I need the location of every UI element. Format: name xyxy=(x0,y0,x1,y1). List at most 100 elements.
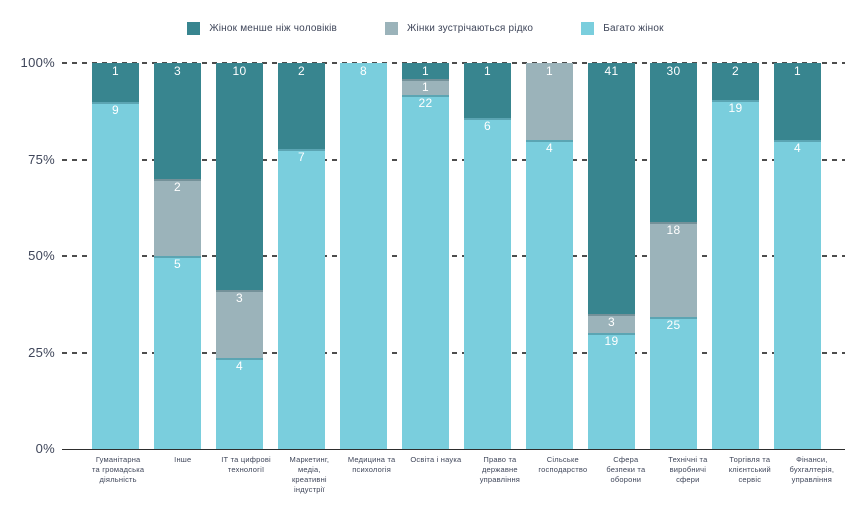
segment-value-label: 5 xyxy=(174,256,181,271)
x-axis-label-text: Сільське господарство xyxy=(538,455,588,475)
bar-segment: 3 xyxy=(588,314,635,333)
bar-segment: 10 xyxy=(216,63,263,291)
bar-segment: 6 xyxy=(464,118,511,449)
bar-segment: 4 xyxy=(216,358,263,449)
bar-segment: 2 xyxy=(712,63,759,100)
bar-segment: 3 xyxy=(154,63,201,179)
legend-item-label: Жінки зустрічаються рідко xyxy=(407,23,534,34)
gridline xyxy=(62,62,845,64)
segment-value-label: 3 xyxy=(236,291,243,306)
x-axis-label-text: Фінанси, бухгалтерія, управління xyxy=(789,455,835,485)
segment-value-label: 1 xyxy=(422,64,429,78)
bar-segment: 2 xyxy=(278,63,325,149)
bar-segment: 1 xyxy=(464,63,511,119)
segment-value-label: 1 xyxy=(794,64,801,78)
x-axis-label-text: Сфера безпеки та оборони xyxy=(606,455,646,485)
bar-segment: 8 xyxy=(340,63,387,449)
segment-value-label: 41 xyxy=(604,64,619,78)
y-tick-label: 0% xyxy=(35,441,55,456)
segment-value-label: 19 xyxy=(604,333,619,348)
segment-value-label: 18 xyxy=(666,222,681,237)
x-axis-label: Маркетинг, медіа, креативні індустрії xyxy=(286,455,333,496)
x-axis-label-text: ІТ та цифрові технології xyxy=(221,455,271,475)
bars-container: 1 9 3 2 5 10 3 4 2 7 8 1 1 22 1 6 1 4 41 3 19 30 18 25 2 19 1 4 xyxy=(62,63,845,449)
legend-item: Жінок менше ніж чоловіків xyxy=(187,22,337,35)
x-axis-label: Сфера безпеки та оборони xyxy=(602,455,649,496)
segment-value-label: 9 xyxy=(112,102,119,117)
chart-legend: Жінок менше ніж чоловіків Жінки зустрічаю… xyxy=(0,22,851,35)
segment-value-label: 25 xyxy=(666,317,681,332)
x-axis-label-text: Маркетинг, медіа, креативні індустрії xyxy=(289,455,330,495)
bar: 3 2 5 xyxy=(154,63,201,449)
x-axis-label-text: Інше xyxy=(174,455,192,464)
legend-swatch-icon xyxy=(385,22,399,35)
x-axis-label: Інше xyxy=(159,455,206,496)
x-axis-label: Торгівля та клієнтський сервіс xyxy=(726,455,773,496)
bar: 8 xyxy=(340,63,387,449)
segment-value-label: 1 xyxy=(422,80,429,95)
segment-value-label: 3 xyxy=(174,64,181,78)
segment-value-label: 19 xyxy=(728,100,743,115)
segment-value-label: 1 xyxy=(112,64,119,78)
bar-segment: 41 xyxy=(588,63,635,315)
bar: 10 3 4 xyxy=(216,63,263,449)
bar: 30 18 25 xyxy=(650,63,697,449)
bar: 1 1 22 xyxy=(402,63,449,449)
x-axis-label: Право та державне управління xyxy=(476,455,523,496)
bar: 2 19 xyxy=(712,63,759,449)
bar-segment: 1 xyxy=(402,79,449,96)
x-axis-label-text: Медицина та психологія xyxy=(347,455,396,475)
legend-item: Багато жінок xyxy=(581,22,663,35)
bar-segment: 22 xyxy=(402,95,449,449)
chart-plot-area: 100% 75% 50% 25% 0% 1 9 3 2 5 10 3 4 2 7 8 1 1 22 1 6 1 4 41 3 1… xyxy=(0,55,851,456)
bar-segment: 9 xyxy=(92,101,139,449)
segment-value-label: 7 xyxy=(298,149,305,164)
bar: 41 3 19 xyxy=(588,63,635,449)
segment-value-label: 4 xyxy=(236,359,243,374)
legend-item-label: Жінок менше ніж чоловіків xyxy=(209,23,338,34)
segment-value-label: 22 xyxy=(418,96,433,111)
x-axis-label: ІТ та цифрові технології xyxy=(221,455,271,496)
bar-segment: 30 xyxy=(650,63,697,222)
legend-swatch-icon xyxy=(187,22,201,35)
bar-segment: 19 xyxy=(712,99,759,449)
segment-value-label: 2 xyxy=(732,64,739,78)
bar-segment: 4 xyxy=(774,140,821,449)
bar-segment: 4 xyxy=(526,140,573,449)
x-axis-label-text: Право та державне управління xyxy=(479,455,521,485)
x-axis-label-text: Гуманітарна та громадська діяльність xyxy=(92,455,145,485)
segment-value-label: 2 xyxy=(298,64,305,78)
gridline xyxy=(62,255,845,257)
bar-segment: 19 xyxy=(588,332,635,449)
legend-item: Жінки зустрічаються рідко xyxy=(385,22,533,35)
segment-value-label: 4 xyxy=(546,141,553,156)
x-axis-label-text: Освіта і наука xyxy=(410,455,462,464)
y-tick-label: 25% xyxy=(28,344,55,360)
x-axis-label: Освіта і наука xyxy=(410,455,461,496)
y-tick-label: 100% xyxy=(20,55,55,70)
segment-value-label: 10 xyxy=(232,64,247,78)
bar-segment: 1 xyxy=(526,63,573,141)
plot-grid: 1 9 3 2 5 10 3 4 2 7 8 1 1 22 1 6 1 4 41 3 19 30 18 25 2 19 1 4 xyxy=(62,62,845,450)
legend-swatch-icon xyxy=(581,22,595,35)
x-axis-label: Медицина та психологія xyxy=(348,455,396,496)
y-tick-label: 50% xyxy=(28,248,55,263)
x-axis-line xyxy=(62,448,845,450)
segment-value-label: 6 xyxy=(484,119,491,134)
segment-value-label: 1 xyxy=(546,64,553,78)
segment-value-label: 4 xyxy=(794,141,801,156)
segment-value-label: 2 xyxy=(174,179,181,194)
x-axis-label: Технічні та виробничі сфери xyxy=(664,455,711,496)
bar-segment: 2 xyxy=(154,178,201,256)
segment-value-label: 1 xyxy=(484,64,491,78)
x-axis-labels: Гуманітарна та громадська діяльність Інше… xyxy=(62,455,845,496)
segment-value-label: 3 xyxy=(608,315,615,330)
bar-segment: 25 xyxy=(650,316,697,449)
x-axis-label: Фінанси, бухгалтерія, управління xyxy=(788,455,835,496)
bar-segment: 3 xyxy=(216,290,263,359)
bar-segment: 1 xyxy=(402,63,449,80)
x-axis-label-text: Торгівля та клієнтський сервіс xyxy=(728,455,771,485)
